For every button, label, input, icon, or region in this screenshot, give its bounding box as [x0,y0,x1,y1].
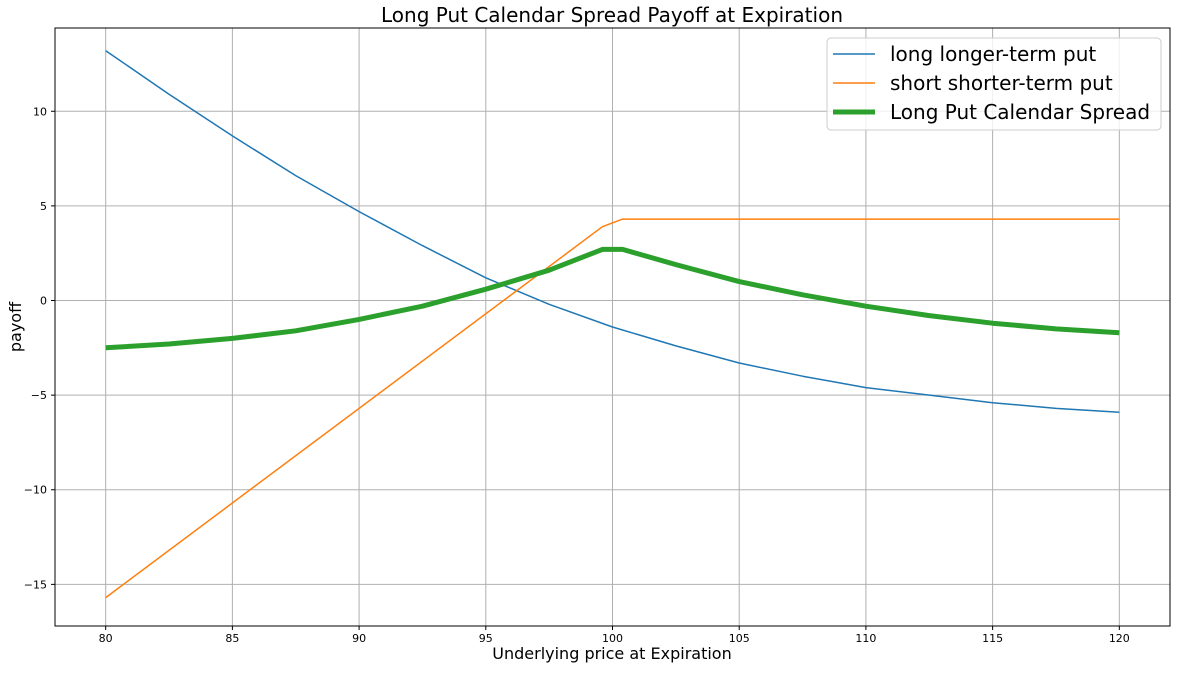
y-tick-label: −10 [24,484,47,497]
x-tick-label: 80 [99,632,113,645]
axis-ticks: 80 85 90 95 100 105 110 115 120 −15 −10 −5 0 5 10 [24,105,1130,645]
x-tick-label: 110 [855,632,876,645]
y-tick-label: 10 [33,105,47,118]
x-axis-label: Underlying price at Expiration [492,644,731,663]
x-tick-label: 95 [479,632,493,645]
x-tick-label: 105 [729,632,750,645]
legend: long longer-term put short shorter-term p… [826,37,1162,131]
x-tick-label: 115 [982,632,1003,645]
chart-title: Long Put Calendar Spread Payoff at Expir… [381,3,843,27]
y-tick-label: 0 [40,295,47,308]
series-line-2 [105,218,1120,599]
y-tick-label: −15 [24,578,47,591]
legend-label-1: long longer-term put [890,42,1096,66]
y-tick-label: −5 [31,389,47,402]
legend-label-2: short shorter-term put [890,71,1113,95]
x-tick-label: 100 [602,632,623,645]
legend-label-3: Long Put Calendar Spread [890,100,1150,124]
x-tick-label: 85 [225,632,239,645]
series-lines [105,50,1120,599]
series-line-1 [105,50,1120,413]
x-tick-label: 90 [352,632,366,645]
series-line-3 [105,246,1120,351]
grid-lines [55,28,1170,626]
legend-box [826,37,1162,131]
x-tick-label: 120 [1109,632,1130,645]
y-tick-label: 5 [40,200,47,213]
y-axis-label: payoff [6,301,25,352]
